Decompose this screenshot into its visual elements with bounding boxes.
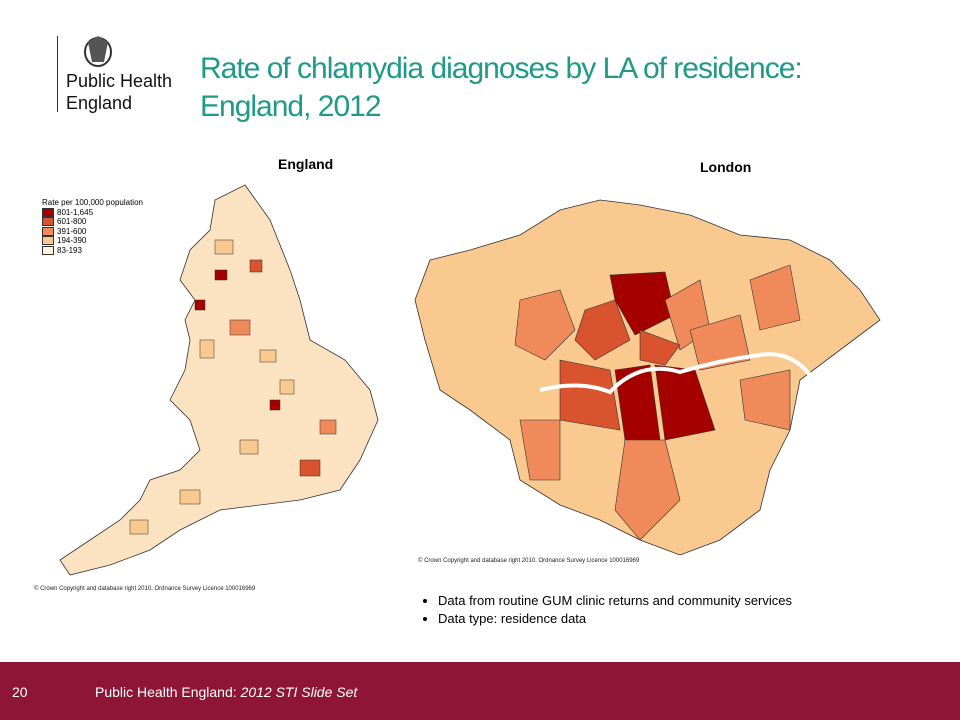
river — [539, 352, 812, 395]
logo-rule — [57, 36, 58, 112]
copyright: © Crown Copyright and database right 201… — [418, 558, 640, 564]
footer-italic: 2012 STI Slide Set — [240, 684, 358, 700]
title-line: Rate of chlamydia diagnoses by LA of res… — [200, 52, 803, 85]
legend-item: 83-193 — [42, 246, 143, 256]
slide-title: Rate of chlamydia diagnoses by LA of res… — [200, 50, 803, 126]
legend-item: 801-1,645 — [42, 208, 143, 218]
logo-text: Public Health England — [66, 70, 172, 114]
legend-item: 391-600 — [42, 227, 143, 237]
maps — [59, 184, 881, 576]
bullet: Data from routine GUM clinic returns and… — [438, 592, 792, 610]
legend-item: 601-800 — [42, 217, 143, 227]
copyright: © Crown Copyright and database right 201… — [34, 586, 256, 592]
england-areas — [129, 239, 337, 535]
legend-swatch — [42, 207, 54, 217]
crest — [84, 36, 112, 67]
legend-label: 83-193 — [57, 245, 82, 255]
footer: 20 Public Health England: 2012 STI Slide… — [0, 662, 960, 720]
legend: Rate per 100,000 population 801-1,645 601… — [42, 198, 143, 255]
legend-item: 194-390 — [42, 236, 143, 246]
logo-line: Public Health — [66, 71, 173, 91]
page-number: 20 — [12, 684, 28, 700]
bullet: Data type: residence data — [438, 610, 792, 628]
bullets: Data from routine GUM clinic returns and… — [420, 592, 792, 628]
legend-swatch — [42, 217, 54, 227]
title-line: England, 2012 — [200, 90, 382, 123]
legend-label: 601-800 — [57, 217, 87, 226]
footer-label: Public Health England: — [95, 684, 237, 700]
england-map — [59, 184, 379, 576]
legend-swatch — [42, 226, 54, 236]
legend-swatch — [42, 245, 54, 255]
legend-label: 801-1,645 — [57, 207, 94, 217]
london-boroughs — [514, 264, 801, 541]
logo-line: England — [66, 93, 133, 113]
footer-text: Public Health England: 2012 STI Slide Se… — [95, 684, 357, 700]
map-title: London — [700, 159, 752, 175]
map-title: England — [278, 156, 334, 172]
legend-title: Rate per 100,000 population — [42, 198, 143, 207]
legend-swatch — [42, 236, 54, 246]
legend-label: 391-600 — [57, 226, 87, 236]
legend-label: 194-390 — [57, 236, 87, 245]
